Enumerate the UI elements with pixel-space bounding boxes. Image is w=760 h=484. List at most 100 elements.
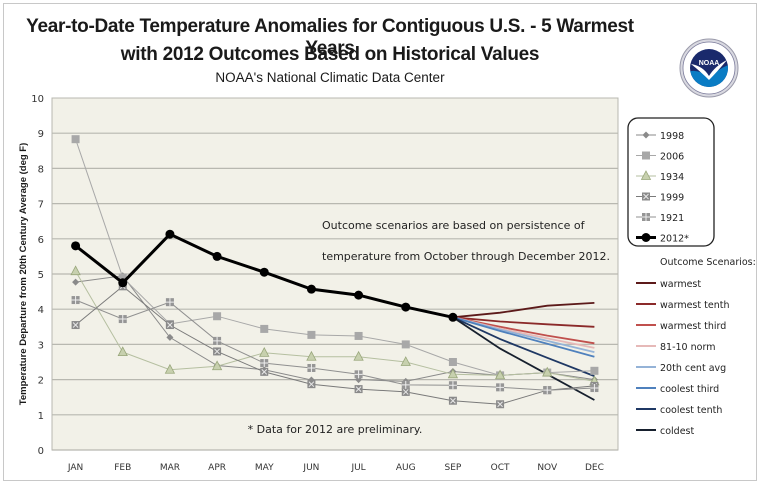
data-point: [354, 290, 364, 300]
scenario-legend-item: 81-10 norm: [636, 342, 715, 353]
data-point: [213, 347, 222, 356]
x-tick-label: JUL: [350, 463, 365, 473]
data-point: [496, 400, 505, 409]
scenario-legend-item: coldest: [636, 426, 694, 437]
scenario-line-coldest: [452, 316, 595, 401]
x-tick-label: JUN: [302, 463, 319, 473]
y-tick-label: 3: [38, 340, 44, 351]
legend-label: 1998: [660, 131, 684, 142]
legend-item: 1934: [636, 170, 684, 183]
scenario-legend-item: coolest tenth: [636, 405, 722, 416]
annotation-line2: temperature from October through Decembe…: [322, 250, 610, 263]
data-point: [401, 340, 410, 349]
chart-subtitle: NOAA's National Climatic Data Center: [215, 70, 445, 85]
x-tick-label: AUG: [396, 463, 416, 473]
data-point: [353, 350, 364, 361]
data-point: [448, 358, 457, 366]
data-point: [354, 370, 363, 379]
data-point: [543, 386, 552, 395]
series-lines: [70, 135, 600, 409]
legend-label: 1999: [660, 193, 684, 204]
x-tick-label: NOV: [537, 463, 558, 473]
legend-marker: [642, 192, 650, 201]
scenario-legend-item: warmest third: [636, 321, 726, 332]
scenario-legend-label: warmest third: [660, 321, 726, 332]
data-point: [259, 267, 269, 277]
x-tick-label: APR: [208, 463, 226, 473]
chart-title-line1: Year-to-Date Temperature Anomalies for C…: [26, 16, 634, 59]
series-line: [75, 270, 595, 382]
scenario-lines: [452, 302, 595, 401]
noaa-logo-icon: NOAA: [679, 38, 739, 98]
data-point: [117, 346, 128, 357]
y-tick-label: 1: [38, 411, 44, 422]
y-axis-label: Temperature Departure from 20th Century …: [18, 143, 29, 406]
x-tick-label: DEC: [585, 463, 604, 473]
annotation-line1: Outcome scenarios are based on persisten…: [322, 219, 586, 232]
y-tick-label: 7: [38, 200, 44, 211]
legend-marker: [642, 151, 650, 160]
legend-item: 2012*: [636, 233, 689, 245]
legend-label: 2012*: [660, 234, 689, 245]
scenario-legend-item: coolest third: [636, 384, 719, 395]
y-tick-label: 0: [38, 446, 44, 457]
legend-item: 1999: [636, 192, 684, 204]
y-tick-label: 8: [38, 164, 44, 175]
y-tick-label: 10: [31, 94, 44, 105]
scenario-line-coolest-third: [452, 316, 595, 358]
data-point: [306, 284, 316, 294]
data-point: [354, 331, 363, 340]
legend-item: 1921: [636, 213, 684, 224]
data-point: [448, 396, 457, 405]
legend-marker: [642, 131, 650, 139]
x-tick-label: JAN: [67, 463, 83, 473]
data-point: [307, 380, 316, 389]
x-tick-label: MAY: [255, 463, 274, 473]
legend-marker: [642, 213, 650, 221]
legend-label: 1934: [660, 172, 684, 183]
legend-label: 1921: [660, 213, 684, 224]
data-point: [448, 312, 458, 322]
scenario-legend-label: coolest tenth: [660, 405, 722, 416]
legend-scenarios-title: Outcome Scenarios:: [660, 257, 756, 268]
data-point: [590, 384, 599, 393]
legend: 1998 2006 1934 1999 1921 2012*: [636, 131, 689, 245]
data-point: [401, 387, 410, 396]
data-point: [165, 321, 174, 330]
data-point: [542, 366, 553, 377]
x-tick-labels: JAN FEB MAR APR MAY JUN JUL AUG SEP OCT NOV DEC: [67, 463, 604, 473]
series-2012: [71, 229, 458, 322]
data-point: [260, 359, 269, 368]
data-point: [494, 369, 506, 380]
scenario-legend-label: coldest: [660, 426, 694, 437]
gridlines: [52, 132, 618, 451]
data-point: [72, 278, 80, 286]
legend-marker: [641, 233, 651, 242]
data-point: [448, 381, 457, 390]
data-point: [118, 315, 127, 324]
data-point: [400, 356, 411, 366]
data-point: [260, 367, 269, 376]
data-point: [118, 273, 127, 282]
data-point: [259, 346, 270, 357]
data-point: [71, 241, 81, 251]
chart-title-line2: with 2012 Outcomes Based on Historical V…: [120, 44, 540, 65]
data-point: [354, 385, 363, 394]
legend-marker: [640, 170, 652, 180]
y-tick-label: 5: [38, 270, 44, 281]
y-tick-labels: 0 1 2 3 4 5 6 7 8 9 10: [31, 94, 44, 457]
scenario-legend-item: warmest: [636, 279, 701, 290]
scenario-legend-label: warmest tenth: [660, 300, 729, 311]
data-point: [306, 350, 317, 361]
data-point: [166, 333, 174, 341]
legend-item: 2006: [636, 151, 684, 163]
y-tick-label: 2: [38, 376, 44, 387]
data-point: [307, 363, 316, 372]
data-point: [307, 330, 316, 339]
data-point: [71, 135, 80, 144]
legend-label: 2006: [660, 152, 684, 163]
preliminary-note: * Data for 2012 are preliminary.: [248, 423, 423, 436]
series-line: [75, 285, 595, 405]
scenario-legend-label: coolest third: [660, 384, 719, 395]
x-tick-label: FEB: [114, 463, 131, 473]
